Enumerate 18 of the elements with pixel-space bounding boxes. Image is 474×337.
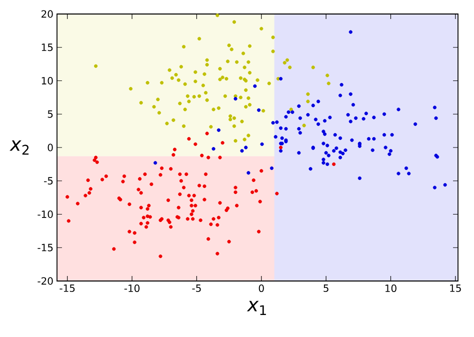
x-tick-label: 5 [324,284,328,292]
y-tick-label: 20 [42,10,53,18]
y-tick-label: 0 [48,144,53,152]
y-tick-label: -15 [38,244,53,252]
x-tick-label: 10 [385,284,396,292]
x-tick-label: -10 [124,284,140,292]
y-tick-label: 5 [48,110,53,118]
x-tick-label: -5 [192,284,201,292]
x-tick-label: 15 [450,284,461,292]
y-tick-label: -10 [38,210,53,218]
y-tick-label: -5 [44,177,53,185]
y-tick-label: 15 [42,44,53,52]
x-tick-label: -15 [60,284,75,292]
y-tick-label: -20 [38,277,53,285]
y-axis-title: x$_{2}$ [10,140,29,155]
x-tick-label: 0 [258,284,264,292]
y-tick-label: 10 [42,76,53,85]
x-axis-title: x$_{1}$ [246,300,266,315]
